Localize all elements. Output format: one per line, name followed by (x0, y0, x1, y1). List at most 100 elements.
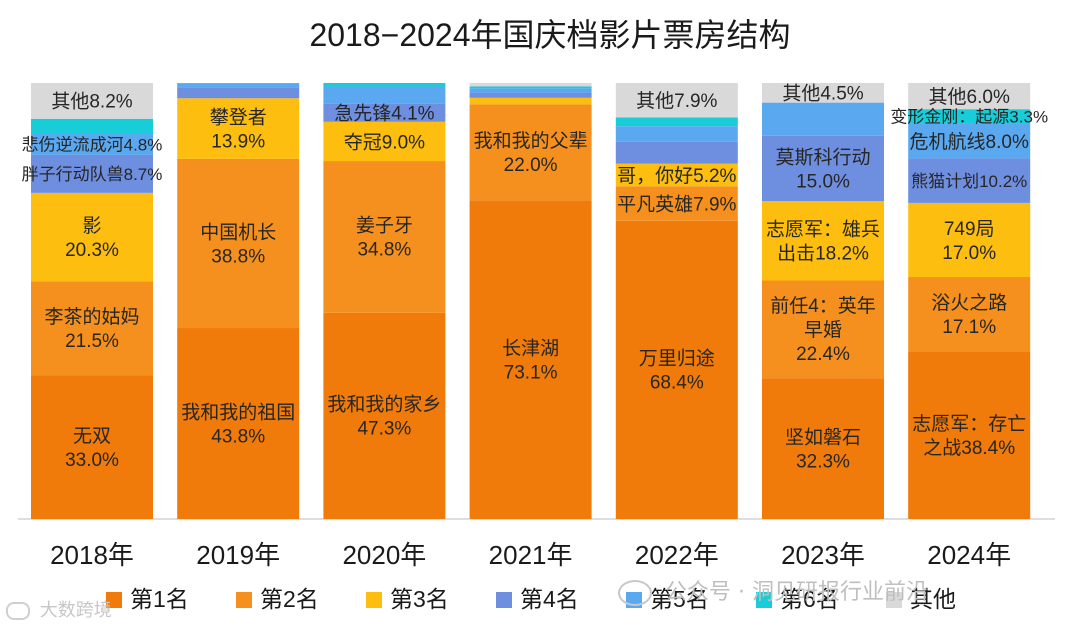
bar-segment (615, 117, 738, 127)
legend-swatch (236, 592, 252, 608)
bar-segment (908, 277, 1031, 352)
data-label: 胖子行动队兽8.7% (22, 165, 163, 184)
data-label: 早婚 (804, 319, 842, 341)
bar-segment (177, 98, 300, 159)
bar-segment (908, 351, 1031, 519)
data-label: 浴火之路 (931, 292, 1007, 314)
bar-segment (908, 109, 1031, 124)
bar-segment (469, 104, 592, 201)
bar-segment (323, 83, 446, 87)
x-tick-labels: 2018年 2019年 2020年 2021年 2022年 2023年 2024年 (50, 540, 1011, 570)
data-label: 22.4% (796, 344, 850, 365)
wechat-icon (618, 580, 652, 606)
data-label: 悲伤逆流成河4.8% (22, 136, 163, 155)
data-label: 姜子牙 (356, 215, 413, 237)
bar-segment (469, 92, 592, 98)
data-label: 32.3% (796, 451, 850, 472)
data-label: 我和我的家乡 (327, 394, 441, 416)
data-label: 我和我的祖国 (181, 401, 295, 423)
bar-segment (177, 83, 300, 88)
data-label: 其他6.0% (929, 86, 1010, 108)
data-label: 20.3% (65, 240, 119, 261)
data-label: 其他8.2% (51, 91, 132, 113)
x-tick-label: 2020年 (342, 540, 426, 570)
bar-segment (323, 312, 446, 519)
bar-segment (762, 378, 884, 519)
data-label: 21.5% (65, 331, 119, 352)
bar-segment (177, 87, 300, 99)
bar-segment (31, 134, 153, 155)
bar-segment (323, 121, 446, 162)
legend-label: 第4名 (520, 586, 579, 612)
legend-swatch (496, 592, 512, 608)
data-label: 其他4.5% (782, 83, 863, 105)
legend-label: 第2名 (260, 586, 319, 612)
data-label: 影 (82, 215, 101, 237)
bar-segment (469, 200, 592, 519)
bar-segment (908, 158, 1031, 203)
bar-segment (177, 158, 300, 329)
x-tick-label: 2019年 (196, 540, 280, 570)
brand-watermark-text: 大数跨境 (39, 600, 112, 621)
data-label: 志愿军：雄兵 (766, 219, 880, 241)
brand-watermark: 大数跨境 (6, 596, 112, 622)
legend-label: 第5名 (650, 586, 709, 612)
x-tick-label: 2022年 (635, 540, 719, 570)
legend-label: 第6名 (780, 586, 839, 612)
bar-segment (762, 102, 884, 136)
data-label: 万里归途 (639, 348, 715, 370)
data-label: 长津湖 (502, 337, 559, 359)
data-label: 出击18.2% (777, 243, 869, 265)
bar-segment (469, 97, 592, 105)
chart-title: 2018−2024年国庆档影片票房结构 (309, 17, 790, 53)
bars-group (31, 83, 1031, 519)
data-label: 13.9% (211, 131, 265, 152)
data-label: 变形金刚：起源3.3% (890, 107, 1048, 126)
bar-segment (615, 186, 738, 221)
bar-segment (615, 220, 738, 519)
data-label: 73.1% (504, 362, 558, 383)
data-label: 22.0% (504, 155, 558, 176)
bar-segment (31, 281, 153, 376)
bar-segment (908, 202, 1031, 278)
data-label: 哥，你好5.2% (617, 165, 736, 187)
data-label: 急先锋4.1% (334, 103, 434, 125)
bar-segment (762, 83, 884, 103)
legend: 第1名 第2名 第3名 第4名 第5名 第6名 其他 (106, 586, 956, 612)
data-label: 749局 (944, 219, 995, 240)
bar-segment (615, 83, 738, 118)
x-tick-label: 2023年 (781, 540, 865, 570)
data-label: 之战38.4% (923, 437, 1015, 459)
bar-segment (31, 154, 153, 193)
data-label: 47.3% (357, 419, 411, 440)
wechat-watermark: 公众号 · 洞见研报行业前沿 (618, 574, 928, 606)
bar-segment (31, 192, 153, 282)
bar-segment (31, 375, 153, 519)
legend-label: 第1名 (130, 586, 189, 612)
data-label: 其他7.9% (636, 90, 717, 112)
x-tick-label: 2018年 (50, 540, 134, 570)
data-label: 危机航线8.0% (910, 131, 1029, 153)
bar-segment (177, 83, 300, 84)
brand-logo-icon (6, 602, 30, 620)
legend-label: 第3名 (390, 586, 449, 612)
bar-segment (323, 103, 446, 122)
data-label: 中国机长 (200, 221, 276, 243)
bar-segment (762, 280, 884, 379)
bar-segment (323, 161, 446, 313)
legend-swatch (756, 592, 772, 608)
bar-segment (323, 86, 446, 104)
bar-segment (469, 83, 592, 87)
legend-swatch (886, 592, 902, 608)
bar-segment (615, 141, 738, 164)
data-label: 34.8% (357, 240, 411, 261)
bar-segment (762, 135, 884, 202)
data-label: 17.1% (942, 317, 996, 338)
legend-swatch (366, 592, 382, 608)
data-label: 38.8% (211, 246, 265, 267)
bar-segment (615, 126, 738, 142)
legend-label: 其他 (910, 586, 956, 612)
data-label: 17.0% (942, 243, 996, 264)
bar-segment (908, 123, 1031, 159)
bar-segment (908, 83, 1031, 110)
